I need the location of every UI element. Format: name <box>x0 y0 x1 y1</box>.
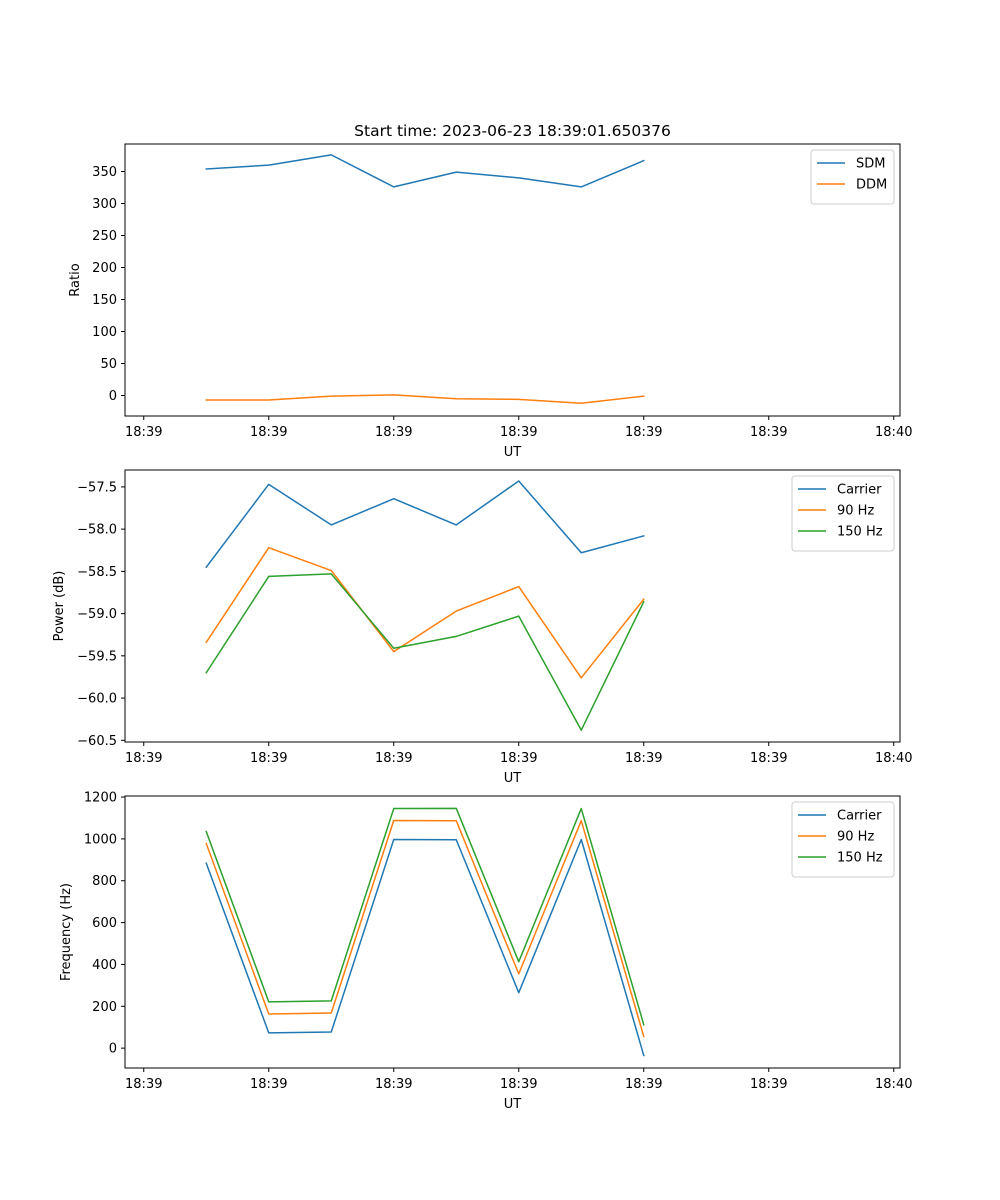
y-tick-label: 0 <box>109 1042 117 1057</box>
x-tick-label: 18:39 <box>500 751 537 766</box>
series-line-90-hz <box>205 546 645 679</box>
x-tick-label: 18:39 <box>500 1077 537 1092</box>
power-panel: 18:39 18:39 18:39 18:39 18:39 18:39 18:40 −60.5… <box>52 469 912 786</box>
y-tick-label: 350 <box>92 165 117 180</box>
y-tick-label: 50 <box>100 357 117 372</box>
y-tick-label: 1000 <box>84 832 117 847</box>
series-line-carrier <box>205 480 645 569</box>
x-tick-label: 18:39 <box>250 425 287 440</box>
legend-label-carrier: Carrier <box>837 809 882 824</box>
axes-frame <box>124 795 901 1069</box>
y-tick-label: 100 <box>92 325 117 340</box>
x-tick-label: 18:39 <box>375 751 412 766</box>
series-line-carrier <box>205 838 645 1057</box>
y-tick-label: 400 <box>92 958 117 973</box>
y-tick-label: 600 <box>92 916 117 931</box>
frequency-panel: 18:39 18:39 18:39 18:39 18:39 18:39 18:40 0 200 4… <box>59 791 912 1112</box>
x-tick-label: 18:39 <box>250 751 287 766</box>
y-tick-label: −58.0 <box>77 523 117 538</box>
legend-label-carrier: Carrier <box>837 483 882 498</box>
x-tick-label: 18:39 <box>750 1077 787 1092</box>
y-tick-label: 1200 <box>84 791 117 806</box>
x-axis-label: UT <box>504 771 522 786</box>
legend-label-ddm: DDM <box>856 178 887 193</box>
x-axis-label: UT <box>504 445 522 460</box>
x-tick-label: 18:39 <box>625 1077 662 1092</box>
axes-frame <box>124 469 901 743</box>
series-line-90-hz <box>205 819 645 1038</box>
series-line-150-hz <box>205 573 645 731</box>
x-tick-label: 18:39 <box>750 425 787 440</box>
x-tick-label: 18:40 <box>875 1077 912 1092</box>
x-tick-label: 18:39 <box>750 751 787 766</box>
y-axis-label: Frequency (Hz) <box>59 883 74 981</box>
legend-box <box>791 801 895 878</box>
y-tick-label: −58.5 <box>77 565 117 580</box>
y-tick-label: 300 <box>92 197 117 212</box>
y-tick-label: 200 <box>92 261 117 276</box>
series-line-sdm <box>205 154 645 188</box>
y-tick-label: −60.0 <box>77 692 117 707</box>
series-line-150-hz <box>205 807 645 1026</box>
legend-box <box>791 475 895 552</box>
x-tick-label: 18:39 <box>250 1077 287 1092</box>
y-tick-label: 200 <box>92 1000 117 1015</box>
x-tick-label: 18:39 <box>625 425 662 440</box>
legend-label-90-hz: 90 Hz <box>837 830 874 845</box>
legend-label-90-hz: 90 Hz <box>837 504 874 519</box>
y-tick-label: −59.5 <box>77 649 117 664</box>
figure-title: Start time: 2023-06-23 18:39:01.650376 <box>354 122 671 140</box>
ratio-panel: 18:39 18:39 18:39 18:39 18:39 18:39 18:40 0 50 10… <box>68 143 912 460</box>
y-tick-label: 150 <box>92 293 117 308</box>
x-axis-label: UT <box>504 1097 522 1112</box>
series-line-ddm <box>205 394 645 404</box>
x-tick-label: 18:39 <box>125 425 162 440</box>
x-tick-label: 18:39 <box>500 425 537 440</box>
y-tick-label: 800 <box>92 874 117 889</box>
x-tick-label: 18:39 <box>625 751 662 766</box>
legend-label-150-hz: 150 Hz <box>837 525 883 540</box>
y-tick-label: −60.5 <box>77 734 117 749</box>
x-tick-label: 18:39 <box>125 1077 162 1092</box>
y-tick-label: −59.0 <box>77 607 117 622</box>
x-tick-label: 18:40 <box>875 425 912 440</box>
x-tick-label: 18:40 <box>875 751 912 766</box>
x-tick-label: 18:39 <box>375 425 412 440</box>
y-tick-label: 0 <box>109 389 117 404</box>
x-tick-label: 18:39 <box>125 751 162 766</box>
y-tick-label: 250 <box>92 229 117 244</box>
x-tick-label: 18:39 <box>375 1077 412 1092</box>
y-axis-label: Ratio <box>68 263 83 296</box>
y-axis-label: Power (dB) <box>52 571 67 642</box>
y-tick-label: −57.5 <box>77 480 117 495</box>
axes-frame <box>124 143 901 417</box>
legend-label-sdm: SDM <box>856 157 885 172</box>
legend-label-150-hz: 150 Hz <box>837 851 883 866</box>
